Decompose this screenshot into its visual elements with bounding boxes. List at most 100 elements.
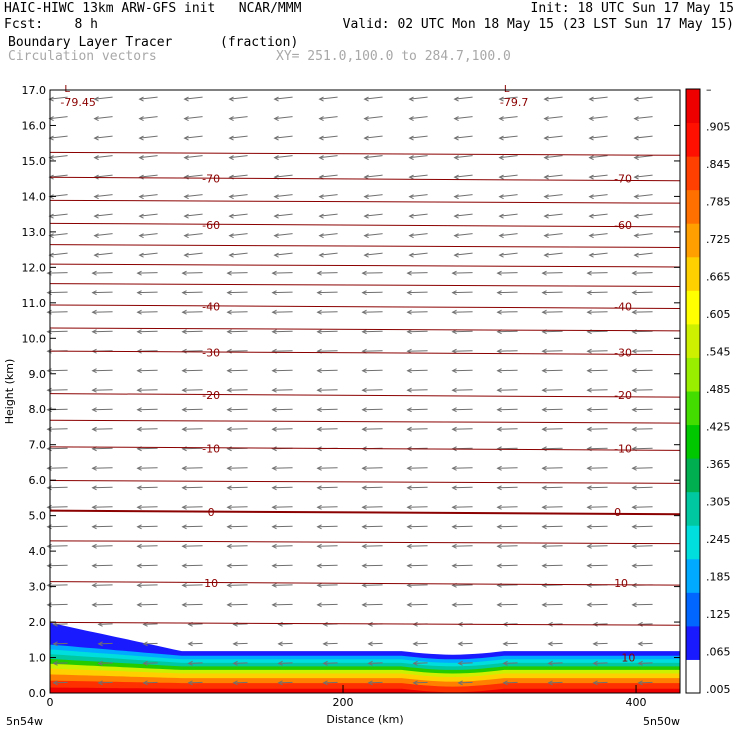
wind-vector — [139, 233, 158, 237]
wind-vector-head — [363, 96, 369, 102]
wind-vector-head — [453, 233, 459, 239]
wind-vector — [184, 252, 203, 256]
wind-vector-head — [271, 446, 277, 452]
wind-vector-head — [91, 309, 97, 315]
wind-vector — [542, 291, 563, 294]
wind-vector — [632, 525, 653, 528]
wind-vector — [632, 467, 653, 469]
wind-vector-head — [273, 116, 279, 122]
wind-vector-head — [273, 155, 279, 161]
wind-vector-head — [183, 233, 189, 239]
wind-vector — [49, 96, 68, 100]
wind-vector-head — [408, 194, 414, 200]
wind-vector-head — [91, 485, 97, 491]
wind-vector — [47, 545, 68, 547]
colorbar-swatch — [686, 290, 700, 325]
x-tick-label: 400 — [626, 696, 647, 709]
colorbar-label: .245 — [706, 533, 731, 546]
wind-vector-head — [52, 641, 58, 647]
wind-vector — [317, 350, 338, 352]
wind-vector — [632, 486, 653, 489]
wind-vector — [323, 681, 338, 684]
wind-vector-head — [363, 174, 369, 180]
colorbar-swatch — [686, 189, 700, 224]
y-tick-label: 9.0 — [29, 368, 47, 381]
wind-vector-head — [541, 407, 547, 413]
wind-vector-head — [232, 680, 238, 686]
wind-vector-head — [541, 602, 547, 608]
wind-vector-head — [136, 368, 142, 374]
wind-vector-head — [183, 194, 189, 200]
wind-vector — [182, 428, 203, 430]
wind-vector — [143, 623, 158, 625]
wind-vector — [49, 135, 68, 139]
wind-vector — [317, 467, 338, 469]
wind-vector — [317, 291, 338, 294]
colorbar-swatch — [686, 458, 700, 493]
wind-vector — [409, 194, 428, 198]
wind-vector — [503, 662, 518, 664]
wind-vector-head — [451, 348, 457, 354]
wind-vector — [139, 96, 158, 100]
wind-vector-head — [361, 504, 367, 510]
wind-vector-head — [273, 233, 279, 239]
wind-vector-head — [631, 465, 637, 471]
wind-vector-head — [633, 252, 639, 258]
x-tick-label: 200 — [333, 696, 354, 709]
wind-vector-head — [181, 504, 187, 510]
wind-vector — [274, 174, 293, 178]
wind-vector — [278, 662, 293, 664]
wind-vector — [497, 330, 518, 333]
wind-vector-head — [226, 426, 232, 432]
wind-vector — [548, 662, 563, 664]
y-tick-label: 6.0 — [29, 474, 47, 487]
wind-vector — [233, 623, 248, 625]
wind-vector — [182, 369, 203, 372]
wind-vector-head — [451, 329, 457, 335]
wind-vector — [458, 662, 473, 664]
colorbar-swatch — [686, 256, 700, 291]
colorbar-swatch — [686, 558, 700, 593]
wind-vector-head — [406, 543, 412, 549]
wind-vector — [452, 408, 473, 411]
wind-vector-head — [361, 309, 367, 315]
wind-vector — [413, 642, 428, 645]
minimum-value: -79.45 — [60, 96, 95, 109]
wind-vector — [323, 642, 338, 645]
wind-vector — [497, 272, 518, 274]
wind-vector-head — [187, 641, 193, 647]
header-title: HAIC-HIWC 13km ARW-GFS init NCAR/MMM — [4, 1, 302, 16]
wind-vector-head — [226, 582, 232, 588]
wind-vector-head — [271, 407, 277, 413]
wind-vector-head — [361, 426, 367, 432]
wind-vector — [92, 369, 113, 372]
wind-vector-head — [631, 563, 637, 569]
colorbar-label: .365 — [706, 458, 731, 471]
wind-vector-head — [273, 96, 279, 102]
colorbar-label: .005 — [706, 683, 731, 696]
wind-vector — [49, 116, 68, 120]
wind-vector-head — [318, 96, 324, 102]
wind-vector — [92, 428, 113, 430]
wind-vector — [362, 545, 383, 547]
wind-vector — [593, 681, 608, 684]
wind-vector — [233, 642, 248, 645]
wind-vector-head — [541, 504, 547, 510]
wind-vector — [227, 311, 248, 313]
wind-vector — [92, 564, 113, 567]
wind-vector — [497, 447, 518, 450]
wind-vector-head — [271, 582, 277, 588]
minimum-marker: L — [504, 84, 510, 95]
wind-vector-head — [361, 582, 367, 588]
wind-vector — [274, 135, 293, 139]
wind-vector-head — [453, 194, 459, 200]
wind-vector-head — [631, 543, 637, 549]
wind-vector-head — [453, 96, 459, 102]
wind-vector — [362, 428, 383, 430]
contour-label: -40 — [614, 300, 632, 313]
wind-vector-head — [586, 543, 592, 549]
wind-vector-head — [316, 387, 322, 393]
wind-vector-head — [271, 270, 277, 276]
wind-vector — [182, 525, 203, 528]
